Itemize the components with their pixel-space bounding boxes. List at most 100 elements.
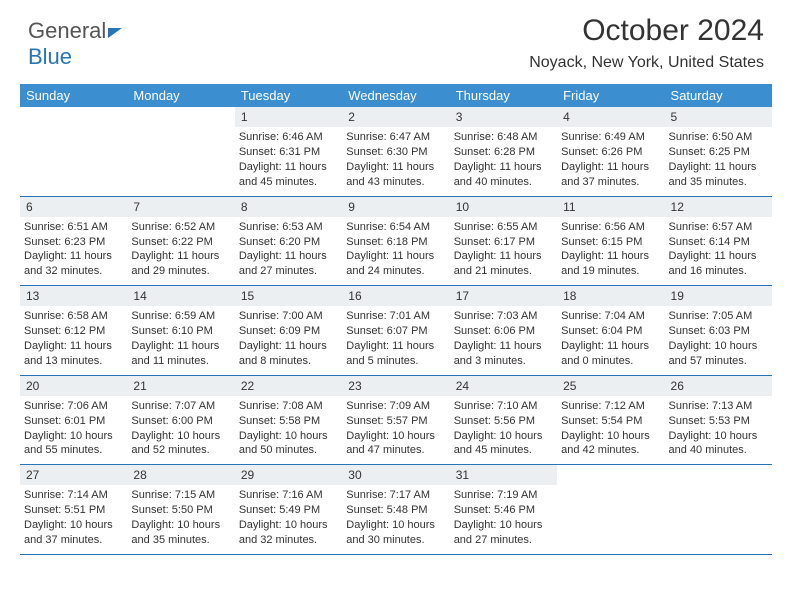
day-number: 31 <box>450 465 557 485</box>
day-number: 7 <box>127 197 234 217</box>
logo-part2: Blue <box>28 44 72 69</box>
sunrise-line: Sunrise: 6:58 AM <box>24 309 123 324</box>
day-cell: 7Sunrise: 6:52 AMSunset: 6:22 PMDaylight… <box>127 197 234 286</box>
day-cell: 19Sunrise: 7:05 AMSunset: 6:03 PMDayligh… <box>665 286 772 375</box>
sunrise-line: Sunrise: 6:49 AM <box>561 130 660 145</box>
day-number: 29 <box>235 465 342 485</box>
daylight-line: Daylight: 10 hours and 45 minutes. <box>454 429 553 459</box>
daylight-line: Daylight: 11 hours and 13 minutes. <box>24 339 123 369</box>
daylight-line: Daylight: 10 hours and 47 minutes. <box>346 429 445 459</box>
day-body: Sunrise: 6:49 AMSunset: 6:26 PMDaylight:… <box>557 127 664 195</box>
daylight-line: Daylight: 10 hours and 32 minutes. <box>239 518 338 548</box>
sunset-line: Sunset: 6:03 PM <box>669 324 768 339</box>
header-cell-wednesday: Wednesday <box>342 84 449 107</box>
sunrise-line: Sunrise: 7:14 AM <box>24 488 123 503</box>
sunset-line: Sunset: 6:30 PM <box>346 145 445 160</box>
sunrise-line: Sunrise: 6:59 AM <box>131 309 230 324</box>
day-body: Sunrise: 6:48 AMSunset: 6:28 PMDaylight:… <box>450 127 557 195</box>
day-cell: 13Sunrise: 6:58 AMSunset: 6:12 PMDayligh… <box>20 286 127 375</box>
day-body: Sunrise: 6:53 AMSunset: 6:20 PMDaylight:… <box>235 217 342 285</box>
daylight-line: Daylight: 10 hours and 30 minutes. <box>346 518 445 548</box>
daylight-line: Daylight: 10 hours and 55 minutes. <box>24 429 123 459</box>
day-number: 1 <box>235 107 342 127</box>
day-number: 15 <box>235 286 342 306</box>
day-cell: 9Sunrise: 6:54 AMSunset: 6:18 PMDaylight… <box>342 197 449 286</box>
day-number: 28 <box>127 465 234 485</box>
day-body: Sunrise: 6:46 AMSunset: 6:31 PMDaylight:… <box>235 127 342 195</box>
sunrise-line: Sunrise: 6:47 AM <box>346 130 445 145</box>
daylight-line: Daylight: 11 hours and 19 minutes. <box>561 249 660 279</box>
daylight-line: Daylight: 10 hours and 50 minutes. <box>239 429 338 459</box>
day-cell: 10Sunrise: 6:55 AMSunset: 6:17 PMDayligh… <box>450 197 557 286</box>
day-cell: 26Sunrise: 7:13 AMSunset: 5:53 PMDayligh… <box>665 376 772 465</box>
day-number: 20 <box>20 376 127 396</box>
sunset-line: Sunset: 6:23 PM <box>24 235 123 250</box>
day-body: Sunrise: 6:58 AMSunset: 6:12 PMDaylight:… <box>20 306 127 374</box>
sunrise-line: Sunrise: 6:50 AM <box>669 130 768 145</box>
sunrise-line: Sunrise: 7:15 AM <box>131 488 230 503</box>
sunrise-line: Sunrise: 7:13 AM <box>669 399 768 414</box>
day-number: 22 <box>235 376 342 396</box>
day-number: 11 <box>557 197 664 217</box>
sunset-line: Sunset: 6:06 PM <box>454 324 553 339</box>
sunset-line: Sunset: 5:57 PM <box>346 414 445 429</box>
day-body: Sunrise: 7:07 AMSunset: 6:00 PMDaylight:… <box>127 396 234 464</box>
sunset-line: Sunset: 5:46 PM <box>454 503 553 518</box>
day-number: 12 <box>665 197 772 217</box>
daylight-line: Daylight: 11 hours and 11 minutes. <box>131 339 230 369</box>
sunset-line: Sunset: 6:20 PM <box>239 235 338 250</box>
day-body: Sunrise: 7:13 AMSunset: 5:53 PMDaylight:… <box>665 396 772 464</box>
sunset-line: Sunset: 6:18 PM <box>346 235 445 250</box>
title-block: October 2024 Noyack, New York, United St… <box>529 14 764 72</box>
day-cell: 31Sunrise: 7:19 AMSunset: 5:46 PMDayligh… <box>450 465 557 554</box>
day-number: 17 <box>450 286 557 306</box>
day-number: 9 <box>342 197 449 217</box>
day-number: 4 <box>557 107 664 127</box>
day-number: 23 <box>342 376 449 396</box>
day-number: 16 <box>342 286 449 306</box>
sunset-line: Sunset: 6:10 PM <box>131 324 230 339</box>
sunset-line: Sunset: 6:15 PM <box>561 235 660 250</box>
sunset-line: Sunset: 5:53 PM <box>669 414 768 429</box>
daylight-line: Daylight: 10 hours and 37 minutes. <box>24 518 123 548</box>
sunset-line: Sunset: 6:22 PM <box>131 235 230 250</box>
logo-part1: General <box>28 18 106 43</box>
day-body: Sunrise: 7:03 AMSunset: 6:06 PMDaylight:… <box>450 306 557 374</box>
day-cell: 1Sunrise: 6:46 AMSunset: 6:31 PMDaylight… <box>235 107 342 196</box>
daylight-line: Daylight: 11 hours and 0 minutes. <box>561 339 660 369</box>
day-cell <box>20 107 127 196</box>
day-cell: 2Sunrise: 6:47 AMSunset: 6:30 PMDaylight… <box>342 107 449 196</box>
header-cell-saturday: Saturday <box>665 84 772 107</box>
daylight-line: Daylight: 11 hours and 29 minutes. <box>131 249 230 279</box>
week-row: 1Sunrise: 6:46 AMSunset: 6:31 PMDaylight… <box>20 107 772 196</box>
day-cell <box>557 465 664 554</box>
sunrise-line: Sunrise: 7:19 AM <box>454 488 553 503</box>
day-cell: 4Sunrise: 6:49 AMSunset: 6:26 PMDaylight… <box>557 107 664 196</box>
sunrise-line: Sunrise: 6:48 AM <box>454 130 553 145</box>
week-row: 13Sunrise: 6:58 AMSunset: 6:12 PMDayligh… <box>20 285 772 375</box>
header-cell-sunday: Sunday <box>20 84 127 107</box>
day-body: Sunrise: 6:54 AMSunset: 6:18 PMDaylight:… <box>342 217 449 285</box>
day-number: 30 <box>342 465 449 485</box>
day-number: 13 <box>20 286 127 306</box>
daylight-line: Daylight: 10 hours and 52 minutes. <box>131 429 230 459</box>
week-row: 20Sunrise: 7:06 AMSunset: 6:01 PMDayligh… <box>20 375 772 465</box>
sunset-line: Sunset: 5:50 PM <box>131 503 230 518</box>
sunset-line: Sunset: 6:28 PM <box>454 145 553 160</box>
header-cell-tuesday: Tuesday <box>235 84 342 107</box>
day-cell: 11Sunrise: 6:56 AMSunset: 6:15 PMDayligh… <box>557 197 664 286</box>
day-cell: 25Sunrise: 7:12 AMSunset: 5:54 PMDayligh… <box>557 376 664 465</box>
daylight-line: Daylight: 10 hours and 40 minutes. <box>669 429 768 459</box>
day-number: 19 <box>665 286 772 306</box>
logo: General Blue <box>28 18 122 70</box>
day-cell: 23Sunrise: 7:09 AMSunset: 5:57 PMDayligh… <box>342 376 449 465</box>
daylight-line: Daylight: 11 hours and 35 minutes. <box>669 160 768 190</box>
header-cell-friday: Friday <box>557 84 664 107</box>
week-row: 6Sunrise: 6:51 AMSunset: 6:23 PMDaylight… <box>20 196 772 286</box>
calendar: SundayMondayTuesdayWednesdayThursdayFrid… <box>20 84 772 555</box>
sunrise-line: Sunrise: 7:01 AM <box>346 309 445 324</box>
sunrise-line: Sunrise: 7:12 AM <box>561 399 660 414</box>
day-cell: 14Sunrise: 6:59 AMSunset: 6:10 PMDayligh… <box>127 286 234 375</box>
daylight-line: Daylight: 10 hours and 35 minutes. <box>131 518 230 548</box>
sunrise-line: Sunrise: 6:51 AM <box>24 220 123 235</box>
